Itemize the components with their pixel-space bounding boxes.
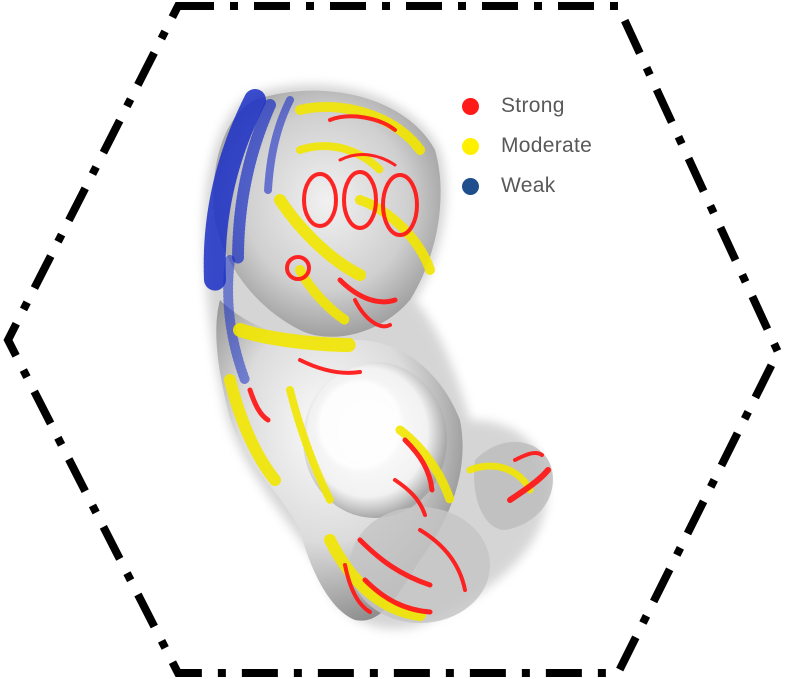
moderate-expression-region [224,102,534,621]
legend-label: Strong [501,94,565,117]
legend-item-strong: Strong [462,86,592,126]
weak-expression-region [203,89,294,385]
legend-dot-moderate-icon [462,137,479,155]
strong-expression-region [247,114,551,615]
legend: Strong Moderate Weak [462,86,592,206]
legend-item-weak: Weak [462,166,592,206]
legend-dot-weak-icon [462,177,479,195]
hexagon-frame [3,1,783,677]
legend-label: Weak [501,174,556,197]
embryo-render [203,84,553,629]
legend-label: Moderate [501,134,593,157]
legend-dot-strong-icon [462,97,479,115]
legend-item-moderate: Moderate [462,126,592,166]
